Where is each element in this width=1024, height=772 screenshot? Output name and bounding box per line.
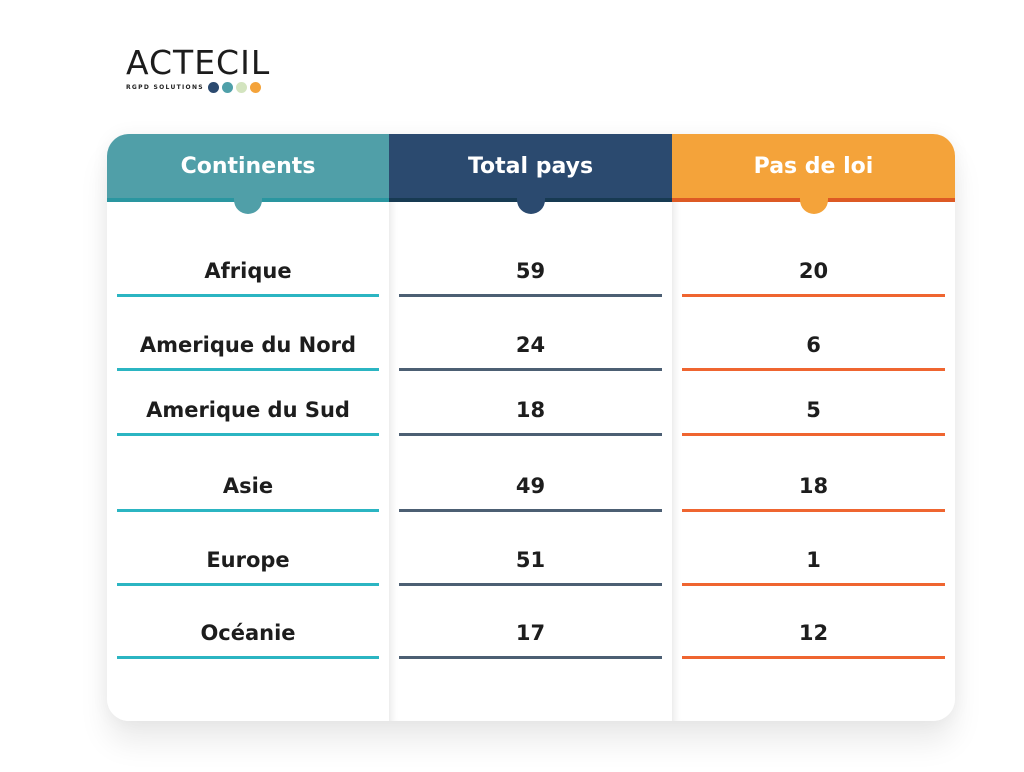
table-cell: Océanie bbox=[117, 619, 379, 659]
row-divider bbox=[682, 433, 945, 436]
logo-tagline: RGPD SOLUTIONS bbox=[126, 84, 204, 91]
row-divider bbox=[399, 583, 662, 586]
table-cell: 49 bbox=[399, 472, 662, 512]
actecil-logo: ACTECIL RGPD SOLUTIONS bbox=[126, 46, 296, 93]
table-cell: Afrique bbox=[117, 257, 379, 297]
cell-value: Asie bbox=[222, 474, 274, 498]
cell-value: Amerique du Sud bbox=[146, 398, 350, 422]
data-table-card: Continents Afrique Amerique du Nord Ameriq… bbox=[107, 134, 955, 721]
row-divider bbox=[682, 509, 945, 512]
header-tab-knob-icon bbox=[516, 198, 545, 214]
row-divider bbox=[682, 294, 945, 297]
table-cell: 1 bbox=[682, 546, 945, 586]
row-divider bbox=[399, 294, 662, 297]
logo-dot-icon bbox=[249, 82, 261, 93]
table-cell: Amerique du Sud bbox=[117, 396, 379, 436]
row-divider bbox=[117, 656, 379, 659]
row-divider bbox=[682, 368, 945, 371]
cell-value: 6 bbox=[806, 333, 821, 357]
cell-value: 18 bbox=[798, 474, 829, 498]
table-cell: 51 bbox=[399, 546, 662, 586]
cell-value: 49 bbox=[515, 474, 546, 498]
column-header: Total pays bbox=[389, 134, 672, 198]
logo-dot-icon bbox=[207, 82, 219, 93]
header-tab-knob-icon bbox=[234, 198, 262, 214]
table-cell: Europe bbox=[117, 546, 379, 586]
cell-value: 1 bbox=[806, 548, 821, 572]
logo-wordmark: ACTECIL bbox=[126, 43, 271, 82]
table-cell: 12 bbox=[682, 619, 945, 659]
column-pas-de-loi: Pas de loi 20 6 5 18 1 12 bbox=[672, 134, 955, 721]
table-cell: Asie bbox=[117, 472, 379, 512]
cell-value: 17 bbox=[515, 621, 546, 645]
column-header-label: Continents bbox=[180, 153, 316, 179]
cell-value: Amerique du Nord bbox=[139, 333, 357, 357]
row-divider bbox=[399, 433, 662, 436]
row-divider bbox=[117, 368, 379, 371]
row-divider bbox=[399, 509, 662, 512]
column-total-pays: Total pays 59 24 18 49 51 17 bbox=[389, 134, 672, 721]
cell-value: Océanie bbox=[200, 621, 296, 645]
table-cell: 5 bbox=[682, 396, 945, 436]
row-divider bbox=[117, 509, 379, 512]
table-cell: 24 bbox=[399, 331, 662, 371]
cell-value: 20 bbox=[798, 259, 829, 283]
table-cell: 17 bbox=[399, 619, 662, 659]
column-continents: Continents Afrique Amerique du Nord Ameriq… bbox=[107, 134, 389, 721]
row-divider bbox=[399, 368, 662, 371]
row-divider bbox=[399, 656, 662, 659]
logo-dot-icon bbox=[235, 82, 247, 93]
column-header: Pas de loi bbox=[672, 134, 955, 198]
row-divider bbox=[117, 294, 379, 297]
table-cell: 18 bbox=[682, 472, 945, 512]
logo-dot-icon bbox=[221, 82, 233, 93]
column-header-label: Total pays bbox=[467, 153, 594, 179]
cell-value: 24 bbox=[515, 333, 546, 357]
table-cell: Amerique du Nord bbox=[117, 331, 379, 371]
table-cell: 20 bbox=[682, 257, 945, 297]
cell-value: 18 bbox=[515, 398, 546, 422]
table-cell: 6 bbox=[682, 331, 945, 371]
cell-value: 12 bbox=[798, 621, 829, 645]
row-divider bbox=[682, 583, 945, 586]
cell-value: 5 bbox=[806, 398, 821, 422]
logo-subline: RGPD SOLUTIONS bbox=[126, 82, 296, 93]
row-divider bbox=[117, 583, 379, 586]
cell-value: Europe bbox=[206, 548, 290, 572]
cell-value: 59 bbox=[515, 259, 546, 283]
header-tab-knob-icon bbox=[799, 198, 828, 214]
row-divider bbox=[682, 656, 945, 659]
cell-value: 51 bbox=[515, 548, 546, 572]
table-cell: 59 bbox=[399, 257, 662, 297]
table-cell: 18 bbox=[399, 396, 662, 436]
cell-value: Afrique bbox=[204, 259, 292, 283]
row-divider bbox=[117, 433, 379, 436]
column-header-label: Pas de loi bbox=[753, 153, 874, 179]
column-header: Continents bbox=[107, 134, 389, 198]
